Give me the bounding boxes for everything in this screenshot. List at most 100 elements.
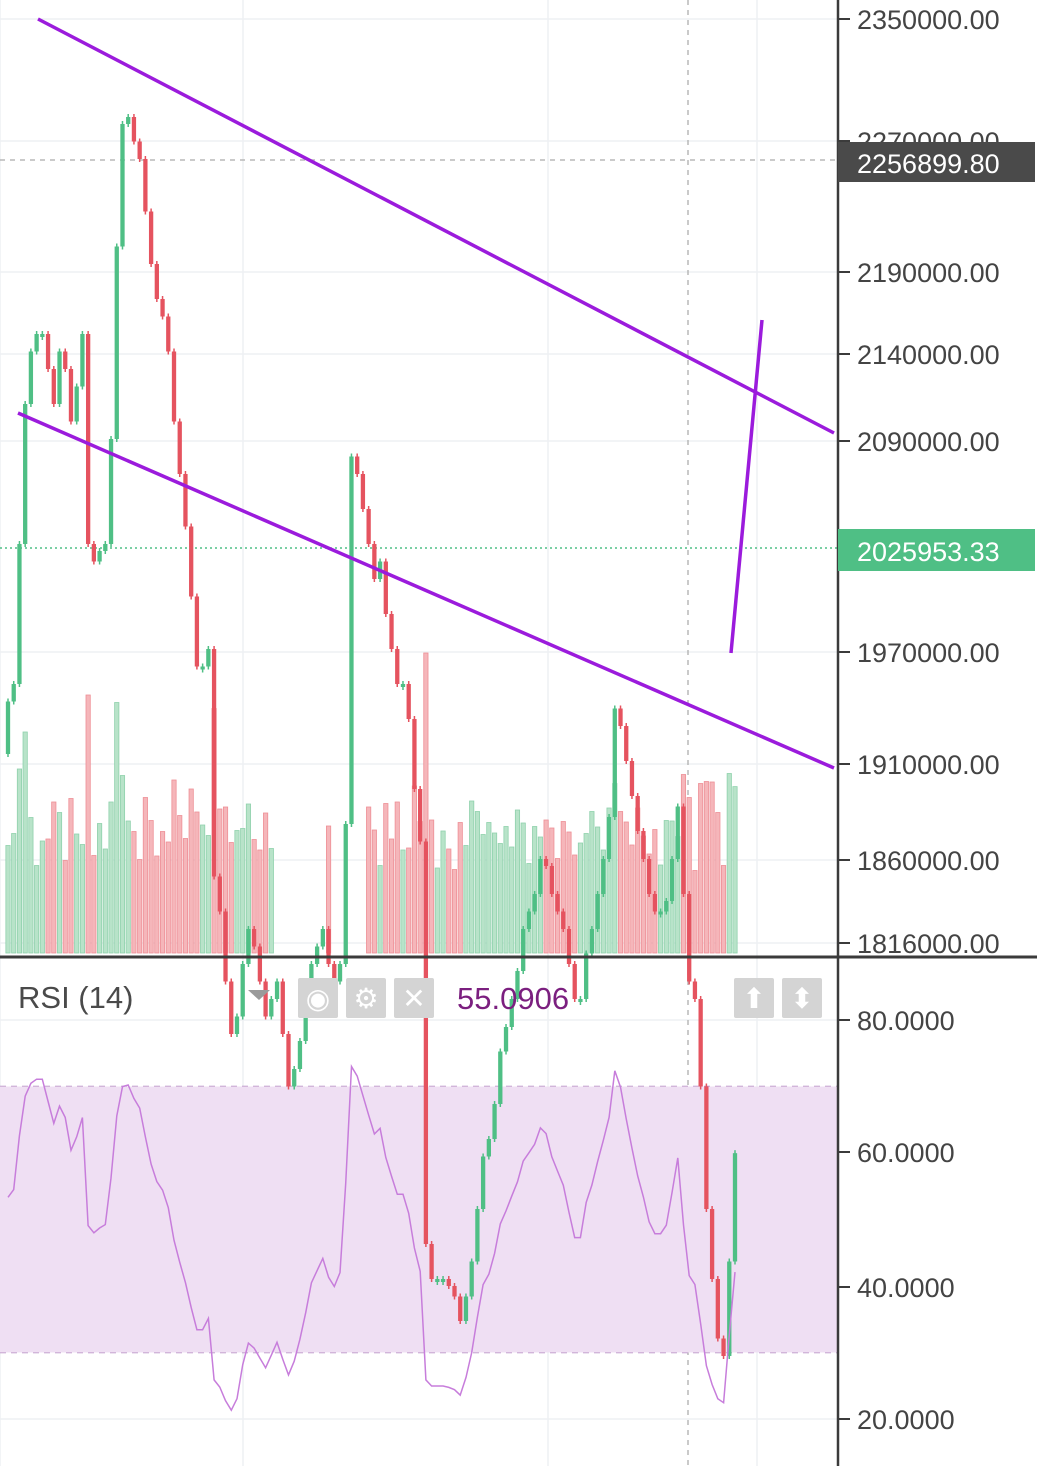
candle [624, 726, 629, 761]
candle [85, 334, 91, 544]
volume-bar [429, 819, 435, 954]
candle [45, 334, 51, 369]
candle [366, 509, 371, 544]
candle [435, 1279, 440, 1282]
candle [692, 981, 698, 999]
volume-bar [51, 801, 57, 954]
volume-bar [400, 849, 406, 954]
candle [589, 929, 595, 954]
volume-bar [377, 865, 383, 954]
candle [80, 334, 85, 387]
candle [257, 946, 263, 982]
volume-bar [62, 860, 68, 954]
candle [74, 386, 79, 422]
volume-bar [446, 848, 452, 954]
candle [148, 211, 154, 264]
rsi-line [7, 1063, 736, 1412]
candle [543, 859, 549, 866]
volume-bars [5, 652, 738, 954]
candle [326, 929, 331, 964]
volume-bar [240, 828, 246, 954]
volume-bar [663, 820, 669, 954]
candle [57, 351, 62, 404]
current-price-tag [838, 529, 1035, 571]
volume-bar [595, 826, 601, 954]
indicator-value: 55.0906 [457, 981, 570, 1016]
volume-bar [480, 834, 486, 954]
candle [704, 1086, 709, 1209]
candle [126, 117, 131, 124]
breakout-line [729, 319, 764, 654]
candle [412, 719, 417, 789]
candle [446, 1279, 451, 1286]
volume-bar [606, 807, 612, 954]
drawing-lines[interactable] [17, 17, 835, 770]
price-tick-label: 1970000.00 [857, 638, 1000, 668]
chevron-down-icon[interactable] [248, 990, 270, 1000]
volume-bar [28, 817, 34, 954]
candle [108, 439, 114, 544]
volume-bar [39, 840, 45, 954]
volume-bar [451, 869, 458, 954]
candle [469, 1261, 474, 1297]
candle [223, 911, 228, 982]
candle [131, 117, 137, 142]
volume-bar [411, 785, 417, 954]
candle [120, 124, 125, 247]
volume-bar [629, 844, 635, 954]
resize-icon[interactable]: ⬍ [782, 978, 822, 1018]
volume-bar [45, 838, 51, 954]
volume-bar [406, 847, 412, 954]
candle [646, 859, 652, 894]
candle [538, 859, 543, 894]
candle [286, 1034, 291, 1087]
candle [727, 1261, 732, 1356]
candle [303, 1006, 308, 1041]
gear-icon[interactable]: ⚙ [346, 978, 386, 1018]
rsi-line-group [7, 1063, 736, 1412]
candle [395, 649, 400, 684]
volume-bar [366, 806, 372, 954]
candle [732, 1153, 738, 1262]
candle [458, 1296, 463, 1321]
volume-bar [200, 824, 206, 954]
price-tick-label: 2350000.00 [857, 5, 1000, 35]
candle [498, 1051, 503, 1104]
candle [171, 351, 177, 422]
volume-bar [394, 801, 400, 954]
candle [91, 544, 97, 562]
candle [423, 841, 429, 1244]
candle [406, 684, 411, 719]
close-icon[interactable]: ✕ [394, 978, 434, 1018]
candle [429, 1244, 434, 1279]
candle [297, 1041, 303, 1069]
volume-bar [119, 775, 126, 954]
candle [578, 999, 583, 1002]
volume-bar [182, 838, 189, 954]
candle [234, 1016, 240, 1034]
volume-bar [194, 811, 200, 954]
arrow-up-icon[interactable]: ⬆ [734, 978, 774, 1018]
candle [521, 929, 526, 971]
volume-bar [577, 842, 583, 954]
volume-bar [102, 848, 108, 954]
candle [143, 159, 148, 212]
volume-bar [188, 788, 194, 954]
candle [280, 981, 285, 1034]
candle [658, 911, 663, 915]
volume-bar [171, 779, 177, 954]
candle [400, 684, 406, 687]
indicator-name[interactable]: RSI (14) [18, 980, 134, 1015]
rsi-tick-label: 20.0000 [857, 1405, 955, 1435]
volume-bar [440, 830, 446, 954]
candle [274, 981, 280, 999]
candle [240, 964, 245, 1017]
rsi-tick-label: 80.0000 [857, 1006, 955, 1036]
candle [709, 1209, 715, 1279]
candle [211, 649, 217, 877]
eye-icon[interactable]: ◉ [298, 978, 338, 1018]
volume-bar [56, 812, 63, 954]
volume-bar [646, 853, 652, 954]
